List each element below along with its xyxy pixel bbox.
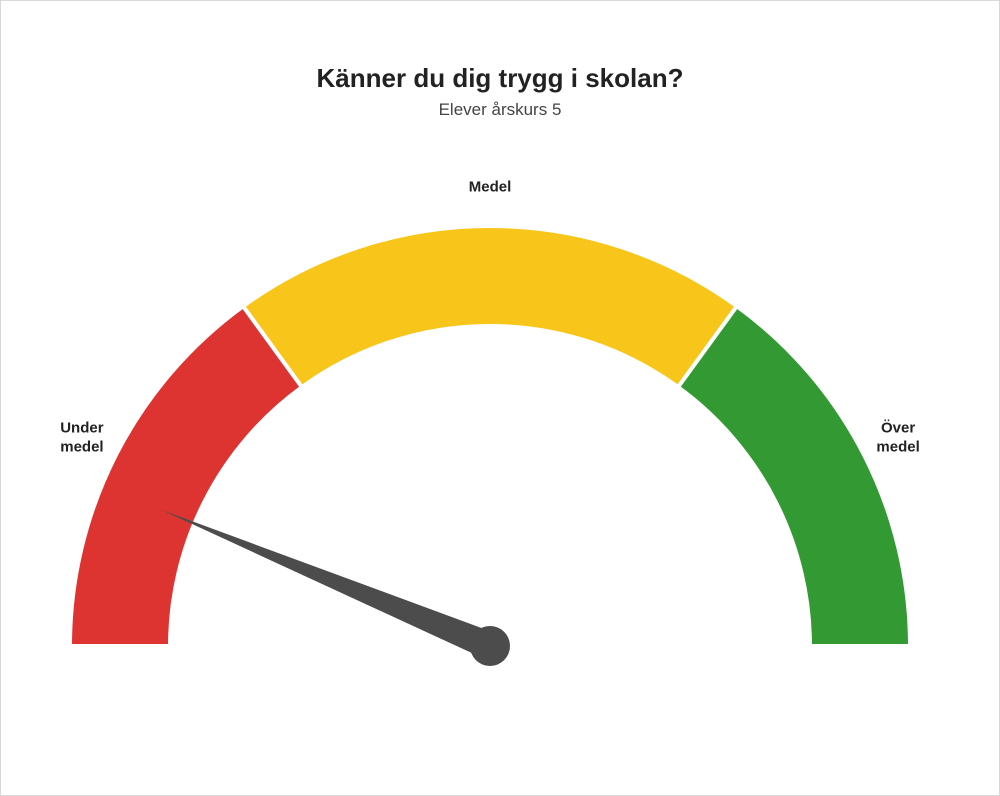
gauge-segment-label-0: Under medel [60, 419, 103, 457]
gauge-segment-2 [678, 306, 910, 646]
gauge-segment-1 [243, 226, 737, 387]
chart-title: Känner du dig trygg i skolan? [1, 63, 999, 94]
gauge-segment-label-2: Över medel [876, 419, 919, 457]
gauge-needle [162, 510, 495, 659]
gauge-chart: Under medelMedelÖver medel [60, 191, 940, 686]
chart-titles: Känner du dig trygg i skolan? Elever års… [1, 63, 999, 120]
gauge-pivot [470, 626, 510, 666]
chart-subtitle: Elever årskurs 5 [1, 100, 999, 120]
gauge-segment-label-1: Medel [469, 179, 512, 198]
gauge-svg [60, 191, 940, 686]
chart-frame: Känner du dig trygg i skolan? Elever års… [0, 0, 1000, 796]
gauge-segment-0 [70, 306, 302, 646]
